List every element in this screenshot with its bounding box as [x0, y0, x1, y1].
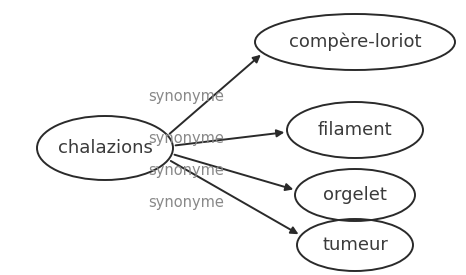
Text: synonyme: synonyme	[148, 89, 224, 104]
Text: synonyme: synonyme	[148, 131, 224, 145]
Text: tumeur: tumeur	[322, 236, 388, 254]
Text: compère-loriot: compère-loriot	[289, 33, 421, 51]
Text: filament: filament	[318, 121, 392, 139]
Text: synonyme: synonyme	[148, 194, 224, 210]
Text: synonyme: synonyme	[148, 163, 224, 177]
Text: orgelet: orgelet	[323, 186, 387, 204]
Text: chalazions: chalazions	[58, 139, 152, 157]
